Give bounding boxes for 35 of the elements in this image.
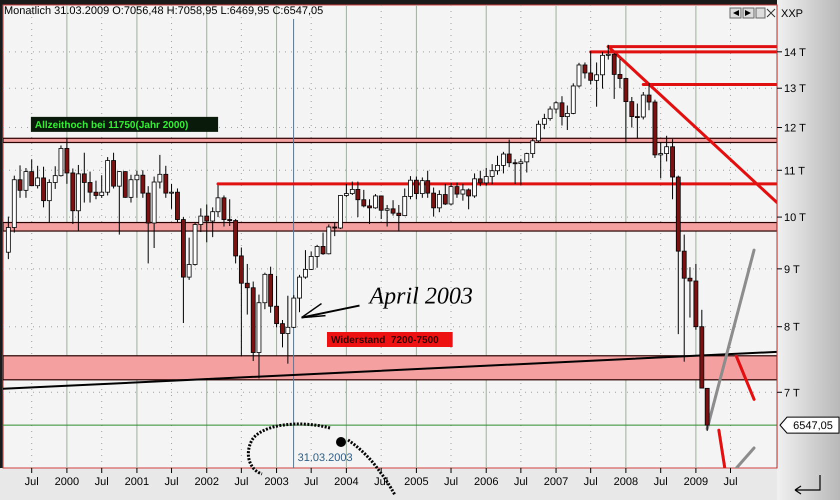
x-tick-label: 2002: [194, 476, 219, 488]
x-tick-label: Jul: [24, 476, 39, 488]
text: XXP: [781, 8, 804, 20]
x-tick-label: Jul: [584, 476, 598, 488]
x-tick-label: 2003: [264, 476, 289, 488]
y-tick-label: 8 T: [784, 322, 800, 334]
annotation: April 2003: [368, 284, 473, 310]
x-tick-label: 2004: [334, 476, 359, 488]
y-tick-label: 7 T: [784, 387, 800, 400]
ref-line-label: 6547,05: [793, 420, 833, 432]
x-tick-label: Jul: [94, 476, 109, 488]
x-tick-label: Jul: [514, 476, 528, 488]
y-tick-label: 13 T: [784, 83, 806, 96]
x-tick-label: Jul: [654, 476, 668, 488]
y-tick-label: 10 T: [784, 212, 806, 224]
ref-line-label: 31.03.2003: [298, 452, 353, 464]
y-tick-label: 14 T: [784, 46, 806, 59]
chart-title: Monatlich 31.03.2009 O:7056,48 H:7058,95 L:6469,95 C:6547,05: [4, 5, 324, 17]
annotation: Widerstand 7200-7500: [331, 335, 440, 346]
x-tick-label: Jul: [444, 476, 458, 488]
annotation: Allzeithoch bei 11750(Jahr 2000): [34, 120, 188, 131]
x-tick-label: 2000: [54, 476, 80, 488]
x-tick-label: 2008: [614, 476, 638, 488]
y-tick-label: 9 T: [784, 264, 800, 276]
y-tick-label: 12 T: [784, 122, 806, 135]
x-tick-label: 2009: [684, 476, 708, 488]
x-tick-label: Jul: [723, 476, 738, 488]
y-tick-label: 11 T: [784, 165, 806, 178]
x-tick-label: Jul: [234, 476, 248, 488]
x-tick-label: 2007: [544, 476, 568, 488]
x-tick-label: 2001: [124, 476, 150, 488]
x-tick-label: 2005: [404, 476, 429, 488]
x-tick-label: 2006: [474, 476, 498, 488]
x-tick-label: Jul: [304, 476, 318, 488]
x-tick-label: Jul: [164, 476, 179, 488]
